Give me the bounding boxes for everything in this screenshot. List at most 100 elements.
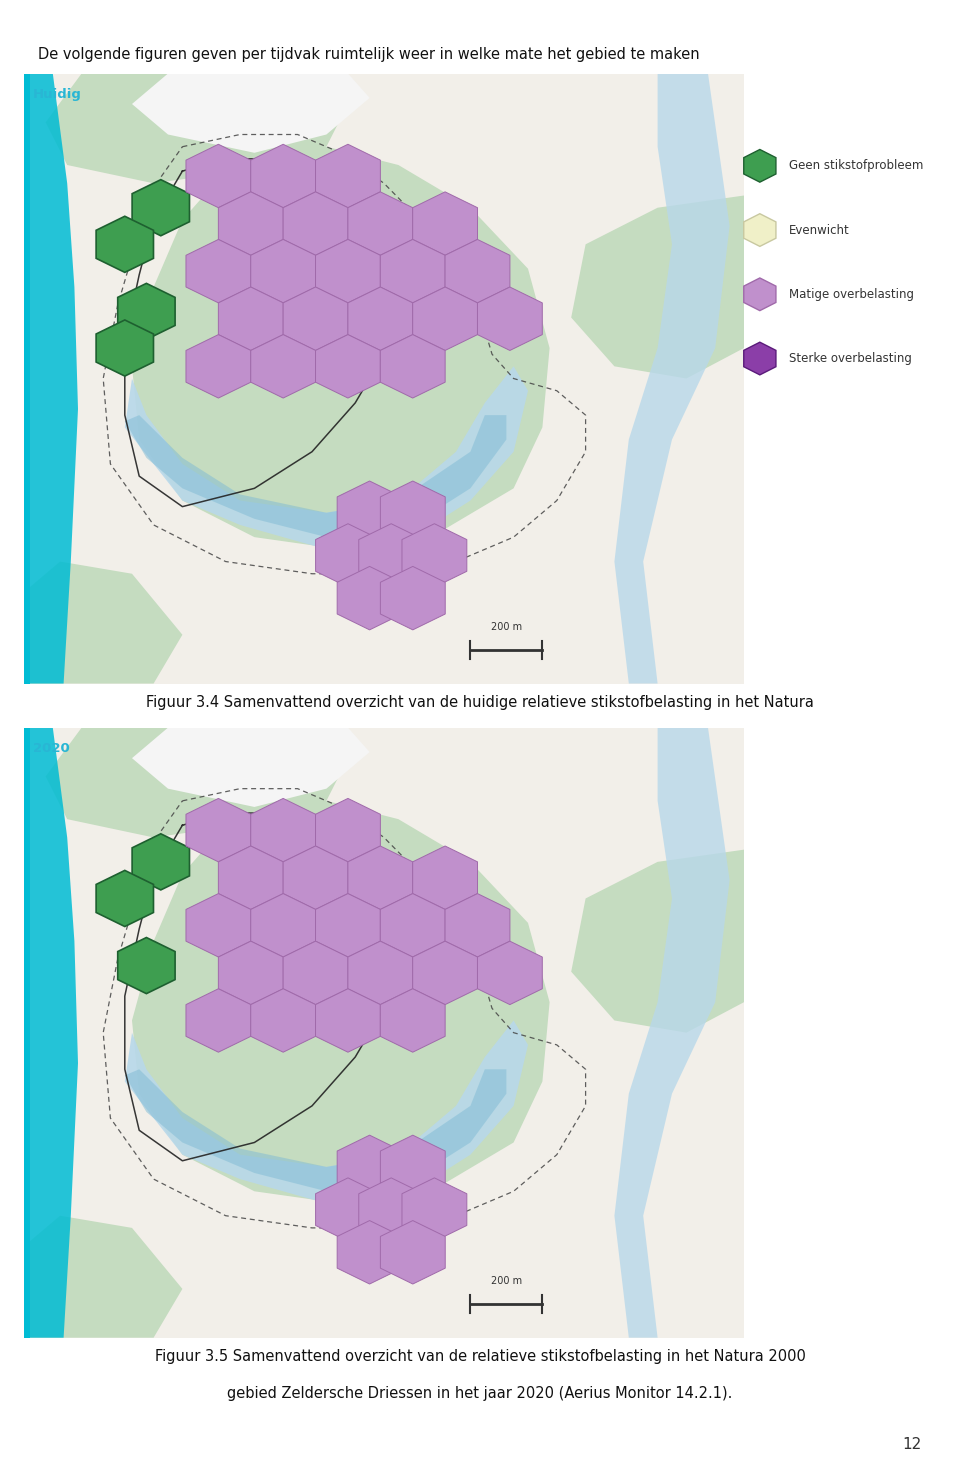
Polygon shape — [283, 847, 348, 910]
Polygon shape — [337, 1135, 402, 1198]
Text: 200 m: 200 m — [491, 1276, 522, 1286]
Polygon shape — [251, 240, 316, 303]
Text: Figuur 3.5 Samenvattend overzicht van de relatieve stikstofbelasting in het Natu: Figuur 3.5 Samenvattend overzicht van de… — [155, 1349, 805, 1364]
Text: de hexagonen waarbinnen stikstofgevoelige habitattypen aanwezig zijn, staan op k: de hexagonen waarbinnen stikstofgevoelig… — [38, 129, 683, 144]
Text: Figuur 3.4 Samenvattend overzicht van de huidige relatieve stikstofbelasting in : Figuur 3.4 Samenvattend overzicht van de… — [146, 695, 814, 710]
Polygon shape — [24, 562, 182, 684]
Polygon shape — [125, 1069, 507, 1191]
Polygon shape — [316, 523, 380, 587]
Polygon shape — [118, 284, 175, 340]
Text: heeft met overbelasting in stikstofdepositie. Dit is aangegeven in hexagonen van: heeft met overbelasting in stikstofdepos… — [38, 88, 729, 103]
Polygon shape — [283, 941, 348, 1004]
Text: gebied Zeldersche Driessen in het jaar 2020 (Aerius Monitor 14.2.1).: gebied Zeldersche Driessen in het jaar 2… — [228, 1386, 732, 1401]
Polygon shape — [380, 240, 445, 303]
Polygon shape — [348, 941, 413, 1004]
Polygon shape — [445, 240, 510, 303]
Polygon shape — [380, 566, 445, 629]
Polygon shape — [218, 941, 283, 1004]
Polygon shape — [380, 1135, 445, 1198]
Polygon shape — [186, 240, 251, 303]
Polygon shape — [445, 894, 510, 957]
Text: Evenwicht: Evenwicht — [789, 223, 850, 237]
Polygon shape — [348, 287, 413, 350]
Polygon shape — [571, 850, 744, 1032]
Polygon shape — [744, 213, 776, 247]
Polygon shape — [413, 287, 477, 350]
Polygon shape — [251, 144, 316, 207]
Polygon shape — [186, 144, 251, 207]
Polygon shape — [186, 335, 251, 398]
Polygon shape — [316, 144, 380, 207]
Polygon shape — [132, 833, 189, 889]
Polygon shape — [744, 278, 776, 310]
Text: weergegeven.: weergegeven. — [38, 171, 142, 185]
Text: 2000 gebied Zeldersche Driessen (Aerius Monitor 14.2.1).: 2000 gebied Zeldersche Driessen (Aerius … — [267, 732, 693, 747]
Polygon shape — [316, 989, 380, 1053]
Polygon shape — [132, 147, 549, 550]
Polygon shape — [348, 193, 413, 256]
Polygon shape — [186, 894, 251, 957]
Polygon shape — [125, 1020, 528, 1204]
Polygon shape — [348, 847, 413, 910]
Text: Matige overbelasting: Matige overbelasting — [789, 288, 914, 301]
Polygon shape — [251, 894, 316, 957]
Polygon shape — [359, 523, 423, 587]
Polygon shape — [251, 335, 316, 398]
Polygon shape — [477, 287, 542, 350]
Polygon shape — [316, 798, 380, 861]
Polygon shape — [218, 847, 283, 910]
Text: 2020: 2020 — [33, 742, 69, 756]
Polygon shape — [125, 366, 528, 550]
Polygon shape — [380, 335, 445, 398]
Polygon shape — [744, 150, 776, 182]
Polygon shape — [380, 481, 445, 544]
Polygon shape — [218, 287, 283, 350]
Polygon shape — [402, 523, 467, 587]
Polygon shape — [283, 193, 348, 256]
Text: 12: 12 — [902, 1438, 922, 1452]
Polygon shape — [132, 74, 370, 153]
Polygon shape — [132, 179, 189, 235]
Polygon shape — [337, 1220, 402, 1283]
Polygon shape — [337, 481, 402, 544]
Polygon shape — [380, 894, 445, 957]
Polygon shape — [125, 415, 507, 537]
Polygon shape — [316, 1177, 380, 1241]
Polygon shape — [251, 989, 316, 1053]
Text: Huidig: Huidig — [33, 88, 82, 101]
Polygon shape — [218, 193, 283, 256]
Polygon shape — [614, 74, 730, 684]
Polygon shape — [744, 343, 776, 375]
Polygon shape — [45, 728, 348, 838]
Text: Geen stikstofprobleem: Geen stikstofprobleem — [789, 159, 924, 172]
Polygon shape — [283, 287, 348, 350]
Polygon shape — [96, 320, 154, 376]
Polygon shape — [186, 798, 251, 861]
Polygon shape — [132, 801, 549, 1204]
Polygon shape — [316, 240, 380, 303]
Polygon shape — [96, 216, 154, 272]
Polygon shape — [45, 74, 348, 184]
Polygon shape — [316, 335, 380, 398]
Polygon shape — [359, 1177, 423, 1241]
Polygon shape — [380, 989, 445, 1053]
Polygon shape — [413, 193, 477, 256]
Polygon shape — [571, 196, 744, 379]
Text: De volgende figuren geven per tijdvak ruimtelijk weer in welke mate het gebied t: De volgende figuren geven per tijdvak ru… — [38, 47, 700, 62]
Polygon shape — [614, 728, 730, 1338]
Polygon shape — [316, 894, 380, 957]
Polygon shape — [24, 728, 78, 1338]
Polygon shape — [251, 798, 316, 861]
Text: 200 m: 200 m — [491, 622, 522, 632]
Polygon shape — [118, 938, 175, 994]
Polygon shape — [186, 989, 251, 1053]
Bar — [24, 728, 30, 1338]
Bar — [24, 74, 30, 684]
Polygon shape — [132, 728, 370, 807]
Polygon shape — [24, 74, 78, 684]
Polygon shape — [96, 870, 154, 926]
Polygon shape — [402, 1177, 467, 1241]
Polygon shape — [413, 847, 477, 910]
Polygon shape — [477, 941, 542, 1004]
Polygon shape — [413, 941, 477, 1004]
